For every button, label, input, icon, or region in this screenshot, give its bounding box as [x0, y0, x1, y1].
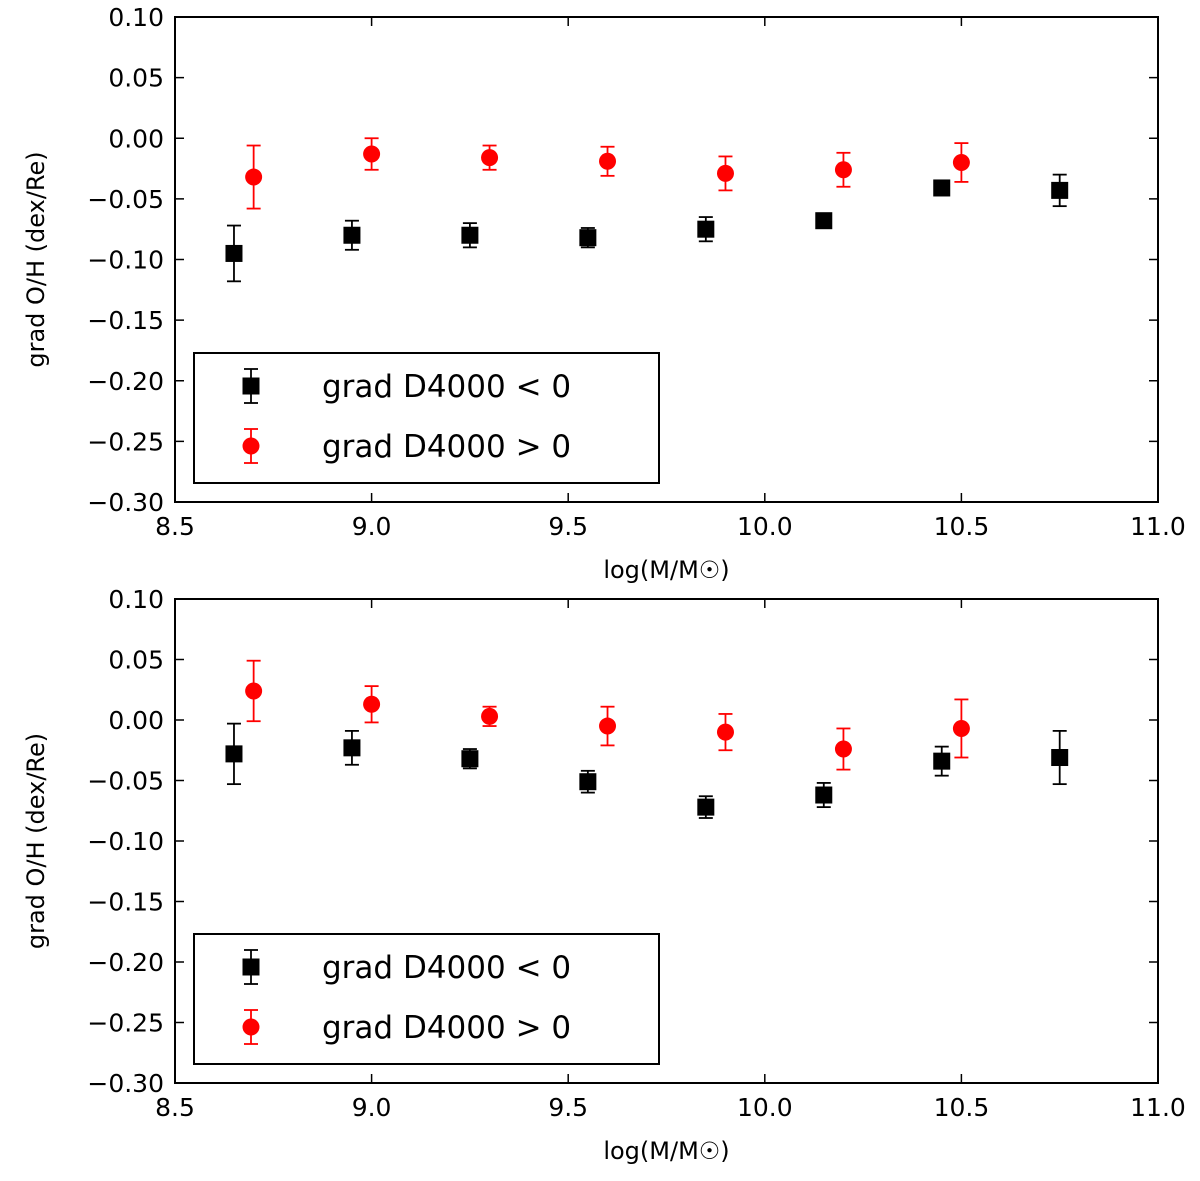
data-point-square: [461, 226, 479, 244]
y-tick-label: 0.00: [108, 706, 164, 735]
data-point-square: [697, 798, 715, 816]
data-point-circle: [716, 723, 734, 741]
data-point-circle: [952, 719, 970, 737]
data-point-square: [343, 739, 361, 757]
data-point-circle: [363, 145, 381, 163]
data-point-square: [933, 179, 951, 197]
x-axis-label: log(M/M☉): [603, 1137, 729, 1165]
data-point-square: [343, 226, 361, 244]
x-tick-label: 9.0: [352, 1093, 392, 1122]
data-point-square: [225, 745, 243, 763]
x-tick-label: 11.0: [1130, 1093, 1186, 1122]
data-point-square: [933, 752, 951, 770]
x-tick-label: 10.0: [737, 1093, 793, 1122]
data-point-circle: [834, 740, 852, 758]
data-point-circle: [245, 682, 263, 700]
x-tick-label: 10.0: [737, 512, 793, 541]
legend-marker-square: [242, 958, 260, 976]
data-point-square: [461, 750, 479, 768]
series-pos-d4000: [245, 659, 970, 771]
legend-label: grad D4000 > 0: [322, 429, 571, 465]
series-pos-d4000: [245, 137, 970, 210]
data-point-square: [225, 244, 243, 262]
x-tick-label: 9.5: [548, 1093, 588, 1122]
y-tick-label: −0.10: [87, 246, 164, 275]
x-axis-label: log(M/M☉): [603, 556, 729, 584]
data-point-circle: [716, 164, 734, 182]
x-tick-label: 11.0: [1130, 512, 1186, 541]
data-point-square: [697, 220, 715, 238]
y-tick-label: −0.10: [87, 827, 164, 856]
y-tick-label: −0.15: [87, 306, 164, 335]
x-tick-label: 10.5: [934, 512, 990, 541]
data-point-square: [815, 786, 833, 804]
data-point-circle: [481, 707, 499, 725]
y-tick-label: 0.05: [108, 646, 164, 675]
legend: grad D4000 < 0 grad D4000 > 0: [193, 352, 660, 484]
y-tick-label: −0.25: [87, 427, 164, 456]
legend-marker-circle: [242, 437, 260, 455]
x-tick-label: 9.5: [548, 512, 588, 541]
y-tick-label: −0.15: [87, 888, 164, 917]
y-tick-label: 0.10: [108, 3, 164, 32]
y-tick-label: −0.25: [87, 1009, 164, 1038]
data-point-circle: [952, 154, 970, 171]
data-point-square: [579, 229, 597, 247]
series-neg-d4000: [225, 173, 1069, 283]
legend-marker-circle: [242, 1018, 260, 1036]
data-point-square: [815, 212, 833, 230]
y-tick-label: −0.05: [87, 185, 164, 214]
legend-label: grad D4000 > 0: [322, 1010, 571, 1046]
legend-box: [193, 933, 660, 1065]
data-point-circle: [834, 161, 852, 179]
data-point-circle: [599, 152, 617, 170]
data-point-square: [579, 773, 597, 791]
legend-label: grad D4000 < 0: [322, 950, 571, 986]
y-axis-label: grad O/H (dex/Re): [22, 151, 50, 367]
y-axis-label: grad O/H (dex/Re): [22, 733, 50, 949]
legend-box: [193, 352, 660, 484]
data-point-circle: [245, 168, 263, 186]
x-tick-label: 10.5: [934, 1093, 990, 1122]
y-tick-label: −0.20: [87, 367, 164, 396]
x-tick-label: 8.5: [155, 512, 195, 541]
panel-top: 8.5 9.0 9.5 10.0 10.5 11.0 0.10 0.05 0.00 −0.05 −0…: [22, 3, 1186, 584]
y-tick-label: 0.05: [108, 64, 164, 93]
data-point-circle: [363, 695, 381, 713]
y-tick-label: −0.30: [87, 1069, 164, 1098]
y-tick-label: −0.20: [87, 948, 164, 977]
data-point-circle: [481, 149, 499, 167]
data-point-square: [1051, 749, 1069, 767]
y-tick-label: −0.05: [87, 767, 164, 796]
data-point-circle: [599, 717, 617, 735]
x-tick-label: 8.5: [155, 1093, 195, 1122]
legend: grad D4000 < 0 grad D4000 > 0: [193, 933, 660, 1065]
data-point-square: [1051, 181, 1069, 199]
legend-marker-square: [242, 377, 260, 395]
legend-label: grad D4000 < 0: [322, 369, 571, 405]
y-tick-label: 0.10: [108, 585, 164, 614]
y-tick-label: 0.00: [108, 124, 164, 153]
panel-bottom: 8.5 9.0 9.5 10.0 10.5 11.0 0.10 0.05 0.00 −0.05 −0…: [22, 585, 1186, 1165]
y-tick-label: −0.30: [87, 488, 164, 517]
x-tick-label: 9.0: [352, 512, 392, 541]
series-neg-d4000: [225, 722, 1069, 819]
